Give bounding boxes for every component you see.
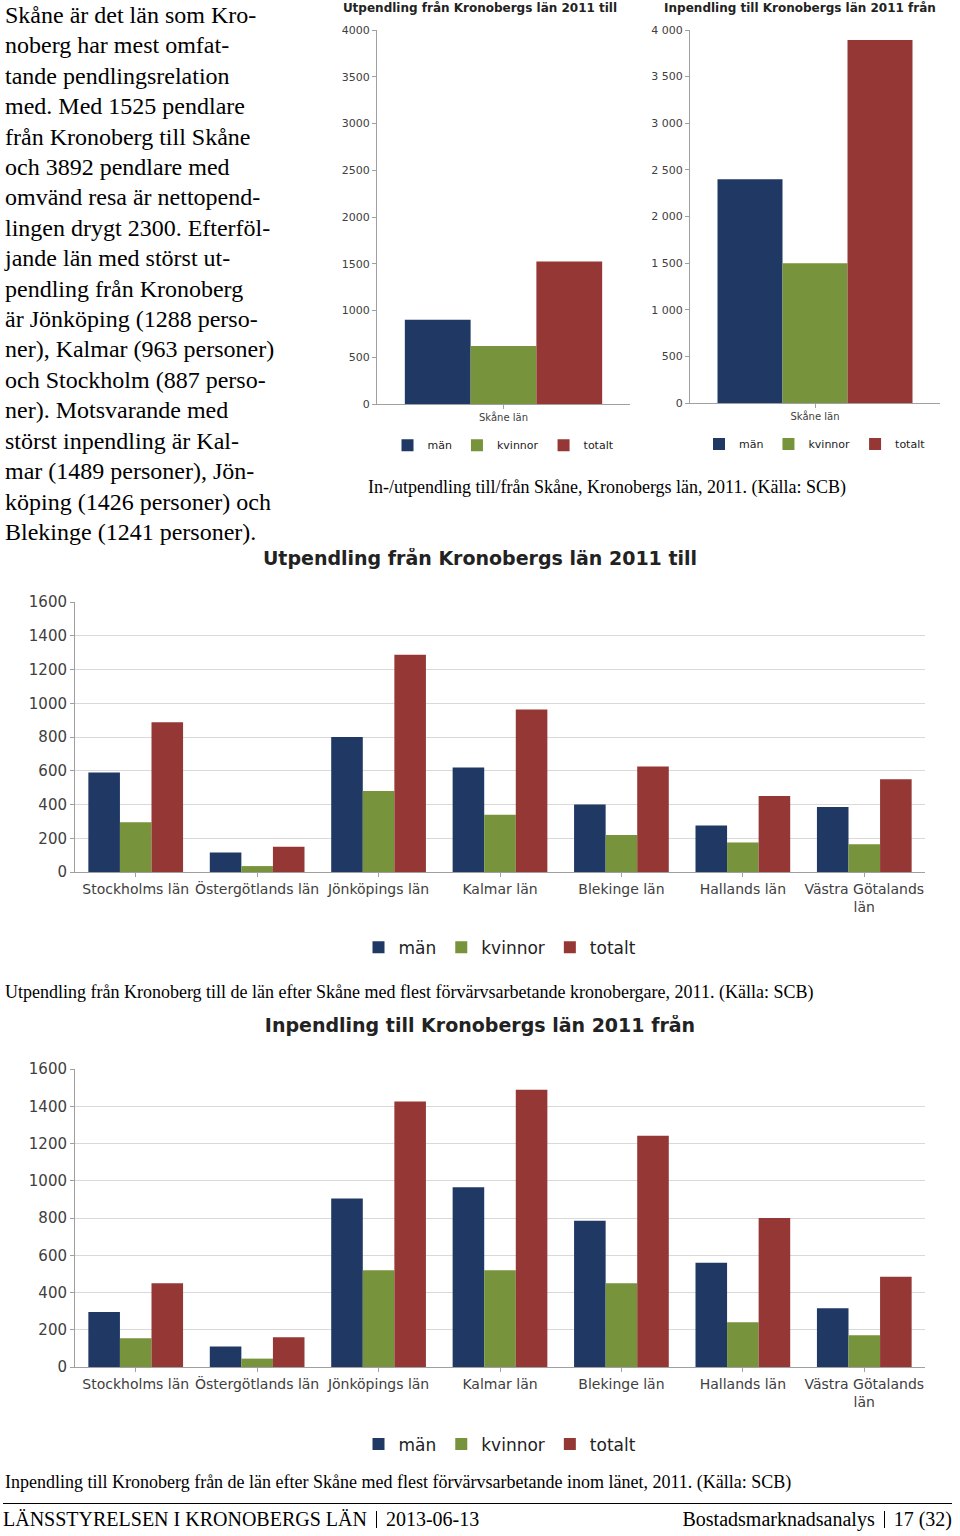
html-text:pendling från Kronoberg: pendling från Kronoberg [5, 275, 244, 302]
svg-text:1600: 1600 [29, 593, 67, 611]
html-text:2013-06-13: 2013-06-13 [385, 1508, 480, 1530]
svg-text:200: 200 [38, 830, 67, 848]
html-text:köping (1426 personer) och: köping (1426 personer) och [5, 488, 271, 515]
svg-text:4000: 4000 [342, 24, 370, 37]
svg-text:1000: 1000 [342, 304, 370, 317]
svg-text:Östergötlands län: Östergötlands län [195, 1375, 319, 1392]
svg-text:4 000: 4 000 [651, 24, 683, 37]
svg-text:500: 500 [662, 350, 683, 363]
svg-text:400: 400 [38, 796, 67, 814]
svg-text:Inpendling till Kronobergs län: Inpendling till Kronobergs län 2011 från [265, 1015, 695, 1036]
svg-text:Jönköpings län: Jönköpings län [327, 1376, 429, 1392]
svg-text:2 000: 2 000 [651, 210, 683, 223]
html-text:ner), Kalmar (963 personer): ner), Kalmar (963 personer) [5, 336, 275, 363]
svg-text:män: män [399, 938, 437, 958]
html-text:LÄNSSTYRELSEN I KRONOBERGS LÄN: LÄNSSTYRELSEN I KRONOBERGS LÄN [3, 1508, 367, 1530]
svg-text:Skåne län: Skåne län [479, 411, 528, 423]
html-text:störst inpendling är Kal-: störst inpendling är Kal- [5, 427, 239, 454]
svg-text:Stockholms län: Stockholms län [82, 881, 189, 897]
svg-text:3000: 3000 [342, 117, 370, 130]
html-text:mar (1489 personer), Jön-: mar (1489 personer), Jön- [5, 458, 255, 485]
svg-text:200: 200 [38, 1321, 67, 1339]
svg-text:Kalmar län: Kalmar län [462, 1376, 537, 1392]
svg-text:400: 400 [38, 1284, 67, 1302]
svg-text:1600: 1600 [29, 1060, 67, 1078]
svg-text:män: män [428, 439, 452, 452]
svg-text:Skåne län: Skåne län [790, 410, 839, 422]
svg-text:totalt: totalt [895, 438, 925, 451]
svg-text:Kalmar län: Kalmar län [462, 881, 537, 897]
svg-text:600: 600 [38, 762, 67, 780]
svg-text:0: 0 [57, 1358, 67, 1376]
svg-text:kvinnor: kvinnor [808, 438, 850, 451]
svg-text:Blekinge län: Blekinge län [578, 1376, 664, 1392]
html-text:från Kronoberg till Skåne: från Kronoberg till Skåne [5, 123, 251, 150]
svg-text:Blekinge län: Blekinge län [578, 881, 664, 897]
svg-text:Hallands län: Hallands län [700, 881, 786, 897]
svg-text:1000: 1000 [29, 695, 67, 713]
html-text:noberg har mest omfat-: noberg har mest omfat- [5, 32, 230, 59]
svg-text:Inpendling till Kronobergs län: Inpendling till Kronobergs län 2011 från [664, 1, 936, 15]
html-text:ner). Motsvarande med: ner). Motsvarande med [5, 397, 229, 424]
svg-text:Stockholms län: Stockholms län [82, 1376, 189, 1392]
svg-text:500: 500 [349, 351, 370, 364]
svg-text:3500: 3500 [342, 71, 370, 84]
svg-text:totalt: totalt [584, 439, 614, 452]
svg-text:Utpendling från Kronobergs län: Utpendling från Kronobergs län 2011 till [343, 1, 617, 15]
html-text:och Stockholm (887 perso-: och Stockholm (887 perso- [5, 366, 266, 393]
svg-text:2500: 2500 [342, 164, 370, 177]
svg-text:1200: 1200 [29, 661, 67, 679]
svg-text:Utpendling från Kronobergs län: Utpendling från Kronobergs län 2011 till [263, 548, 697, 569]
svg-text:2000: 2000 [342, 211, 370, 224]
html-text:Skåne är det län som Kro-: Skåne är det län som Kro- [5, 2, 257, 28]
svg-text:män: män [739, 438, 763, 451]
html-text:omvänd resa är nettopend-: omvänd resa är nettopend- [5, 184, 261, 211]
svg-text:Jönköpings län: Jönköpings län [327, 881, 429, 897]
html-text:är Jönköping (1288 perso-: är Jönköping (1288 perso- [5, 306, 258, 333]
html-text:med. Med 1525 pendlare: med. Med 1525 pendlare [5, 93, 245, 120]
svg-text:0: 0 [363, 398, 370, 411]
svg-text:Östergötlands län: Östergötlands län [195, 880, 319, 897]
html-text:Blekinge (1241 personer).: Blekinge (1241 personer). [5, 518, 257, 545]
svg-text:Västra Götalandslän: Västra Götalandslän [804, 881, 924, 915]
svg-text:1000: 1000 [29, 1172, 67, 1190]
svg-text:3 000: 3 000 [651, 117, 683, 130]
html-text:17 (32): 17 (32) [893, 1508, 952, 1530]
svg-text:män: män [399, 1435, 437, 1455]
svg-text:1 000: 1 000 [651, 304, 683, 317]
html-text:och 3892 pendlare med: och 3892 pendlare med [5, 154, 230, 180]
html-text:Inpendling till Kronoberg från: Inpendling till Kronoberg från de län ef… [5, 1472, 792, 1492]
svg-text:1500: 1500 [342, 258, 370, 271]
svg-text:Hallands län: Hallands län [700, 1376, 786, 1392]
html-text:tande pendlingsrelation: tande pendlingsrelation [5, 62, 230, 89]
svg-text:totalt: totalt [590, 938, 636, 958]
svg-text:kvinnor: kvinnor [481, 938, 545, 958]
svg-text:0: 0 [676, 397, 683, 410]
html-text:jande län med störst ut-: jande län med störst ut- [5, 245, 231, 272]
svg-text:kvinnor: kvinnor [481, 1435, 545, 1455]
svg-text:1400: 1400 [29, 1098, 67, 1116]
svg-text:600: 600 [38, 1247, 67, 1265]
svg-text:1400: 1400 [29, 627, 67, 645]
html-text:Utpendling från Kronoberg till: Utpendling från Kronoberg till de län ef… [5, 982, 814, 1002]
svg-text:800: 800 [38, 728, 67, 746]
svg-text:1 500: 1 500 [651, 257, 683, 270]
html-text:In-/utpendling till/från Skåne: In-/utpendling till/från Skåne, Kronober… [368, 477, 846, 497]
svg-text:0: 0 [57, 863, 67, 881]
svg-text:800: 800 [38, 1209, 67, 1227]
svg-text:kvinnor: kvinnor [497, 439, 539, 452]
svg-text:3 500: 3 500 [651, 70, 683, 83]
svg-text:2 500: 2 500 [651, 164, 683, 177]
html-text:Bostadsmarknadsanalys: Bostadsmarknadsanalys [682, 1508, 875, 1530]
svg-text:totalt: totalt [590, 1435, 636, 1455]
svg-text:Västra Götalandslän: Västra Götalandslän [804, 1376, 924, 1410]
html-text:lingen drygt 2300. Efterföl-: lingen drygt 2300. Efterföl- [5, 214, 271, 241]
svg-text:1200: 1200 [29, 1135, 67, 1153]
